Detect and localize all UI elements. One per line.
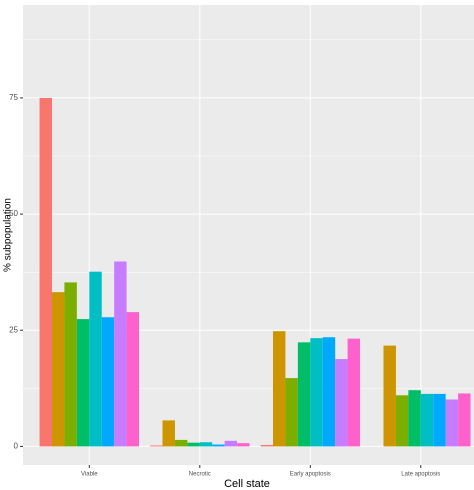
x-tick-label: Early apoptosis [290, 472, 331, 478]
x-tick-label: Late apoptosis [401, 472, 440, 478]
bar [335, 359, 348, 447]
y-tick-label: 25 [9, 325, 18, 334]
bar [310, 338, 323, 447]
bar [224, 440, 238, 447]
bar [383, 345, 396, 447]
bar [39, 97, 53, 447]
bar [126, 312, 140, 447]
bar [237, 443, 250, 447]
bar [408, 390, 421, 447]
bar [212, 444, 225, 447]
bar [64, 282, 77, 447]
bar [322, 337, 336, 447]
bar [101, 317, 115, 447]
bar [273, 331, 286, 447]
bar [199, 442, 213, 447]
bar [52, 292, 65, 447]
y-tick-label: 0 [14, 442, 19, 451]
bar [114, 261, 127, 447]
bar [162, 420, 175, 447]
x-tick-label: Necrotic [189, 472, 211, 478]
y-tick-label: 75 [9, 93, 18, 102]
bar [297, 342, 311, 447]
bar [187, 442, 200, 447]
x-tick-label: Viable [81, 472, 98, 478]
bar [260, 445, 274, 447]
bar [445, 399, 459, 447]
bar [433, 393, 446, 447]
bar [458, 393, 471, 447]
y-axis-title: % subpopulation [3, 198, 14, 272]
bar [347, 338, 361, 447]
bar [89, 271, 102, 447]
x-axis-title: Cell state [224, 478, 270, 490]
bar [150, 445, 163, 447]
bar [395, 395, 409, 447]
y-tick-label: 50 [9, 209, 18, 218]
bar [420, 393, 434, 447]
bar [76, 319, 90, 447]
bar [174, 439, 188, 447]
bar [285, 378, 298, 447]
